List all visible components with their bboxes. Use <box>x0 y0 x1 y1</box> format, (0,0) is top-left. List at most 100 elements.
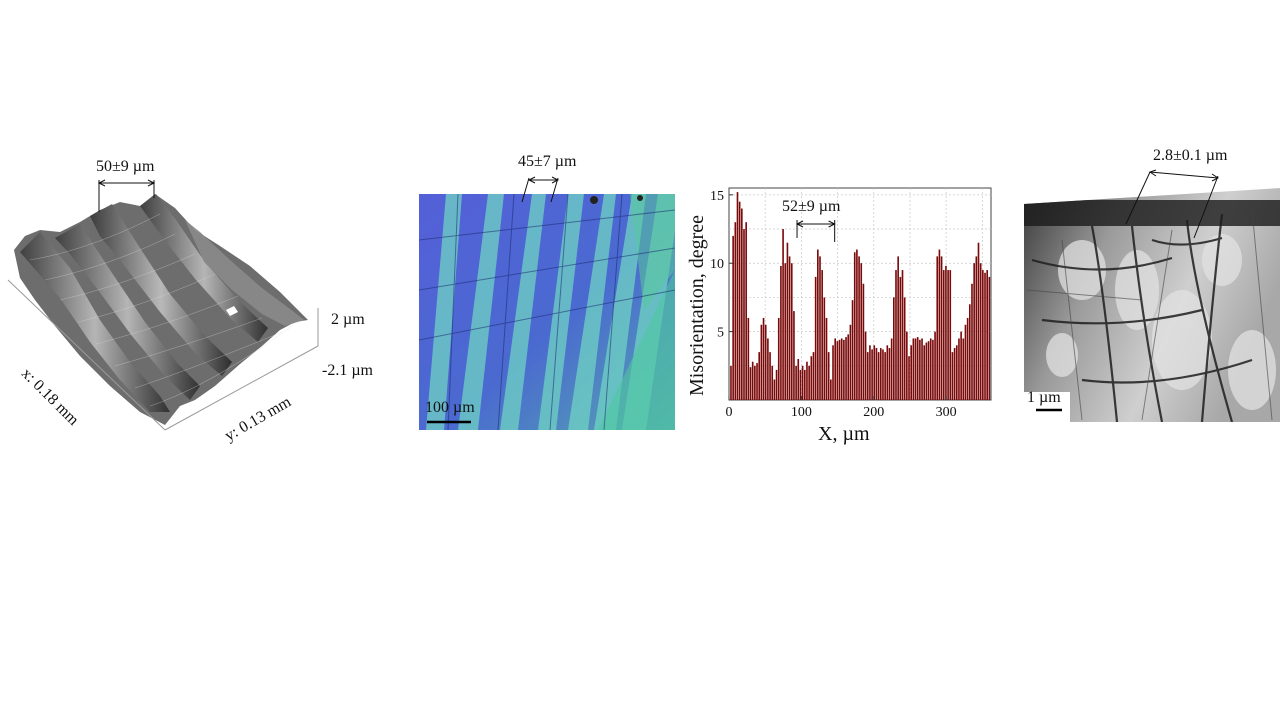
y-tick-label: 5 <box>717 326 724 341</box>
chart-bar <box>986 270 988 400</box>
chart-bar <box>771 365 774 400</box>
tem-scale-label: 1 µm <box>1027 389 1061 406</box>
x-tick-label: 100 <box>791 405 812 420</box>
chart-bar <box>769 352 771 400</box>
chart-bar <box>925 342 928 400</box>
chart-bar <box>806 361 808 400</box>
chart-bar <box>923 345 926 400</box>
y-tick-label: 15 <box>710 189 724 204</box>
chart-bar <box>877 352 880 400</box>
chart-bar <box>797 358 800 400</box>
chart-bar <box>975 256 978 400</box>
chart-bar <box>936 256 939 400</box>
chart-bar <box>910 345 912 400</box>
chart-bar <box>899 276 902 400</box>
chart-bar <box>929 338 932 400</box>
chart-bar <box>840 338 843 400</box>
tem-panel: 2.8±0.1 µm <box>1022 140 1280 430</box>
chart-bar <box>869 345 871 400</box>
chart-bar <box>901 270 904 400</box>
misorientation-chart-svg: 0 100 200 300 5 10 15 <box>710 187 992 420</box>
chart-bar <box>758 352 761 400</box>
chart-bar <box>964 324 967 400</box>
chart-bar <box>827 352 830 400</box>
chart-bar <box>775 369 778 400</box>
chart-bar <box>968 304 971 400</box>
chart-bar <box>908 356 910 400</box>
chart-bar <box>895 270 897 400</box>
chart-bar <box>819 256 821 400</box>
chart-bar <box>971 283 973 400</box>
chart-bar <box>838 339 841 400</box>
chart-bar <box>823 297 826 400</box>
chart-bar <box>973 263 975 400</box>
chart-bar <box>945 265 947 400</box>
tem-period-label: 2.8±0.1 µm <box>1153 147 1228 164</box>
chart-bar <box>836 341 839 400</box>
chart-bar <box>932 339 934 400</box>
tem-scale-box <box>1024 392 1070 422</box>
chart-bar <box>730 365 732 400</box>
chart-bar <box>784 263 787 400</box>
y-tick-label: 10 <box>710 257 724 272</box>
chart-bar <box>927 341 930 400</box>
chart-bar <box>812 352 815 400</box>
chart-bar <box>773 379 776 400</box>
chart-bar <box>873 345 876 400</box>
afm-surface-image <box>7 179 319 431</box>
chart-bar <box>866 352 869 400</box>
x-tick-label: 200 <box>863 405 884 420</box>
chart-bar <box>864 331 867 400</box>
chart-bar <box>732 235 734 400</box>
chart-bar <box>803 369 806 400</box>
chart-bar <box>851 300 854 400</box>
chart-bar <box>966 317 969 400</box>
chart-bar <box>906 331 908 400</box>
micrograph-period-label: 45±7 µm <box>518 153 577 170</box>
chart-bar <box>871 349 873 400</box>
chart-bar <box>799 369 802 400</box>
chart-bar <box>801 365 804 400</box>
chart-bar <box>849 324 852 400</box>
chart-bar <box>875 348 878 400</box>
chart-bar <box>951 352 954 400</box>
chart-bar <box>751 361 754 400</box>
chart-bar <box>832 345 834 400</box>
chart-bar <box>888 348 891 400</box>
chart-bar <box>745 222 747 400</box>
chart-bar <box>734 222 737 400</box>
chart-bar <box>795 365 797 400</box>
chart-bar <box>760 324 763 400</box>
x-tick-label: 300 <box>936 405 957 420</box>
chart-x-axis-title: X, µm <box>818 423 870 445</box>
chart-bar <box>893 297 895 400</box>
micrograph-image <box>419 176 675 430</box>
chart-bar <box>845 337 847 400</box>
chart-bar <box>738 201 741 400</box>
afm-period-arrow <box>97 179 156 212</box>
chart-bar <box>938 249 941 400</box>
chart-bar <box>940 256 943 400</box>
chart-bar <box>960 331 962 400</box>
chart-bar <box>817 249 819 400</box>
chart-bar <box>860 263 863 400</box>
chart-bar <box>979 263 982 400</box>
chart-bar <box>847 334 850 400</box>
afm-z-min-label: -2.1 µm <box>322 362 373 379</box>
chart-bar <box>749 367 752 400</box>
chart-annotation-label: 52±9 µm <box>782 198 841 215</box>
chart-bar <box>934 331 936 400</box>
chart-bar <box>814 276 817 400</box>
chart-bar <box>825 317 828 400</box>
annotation-arrowhead-left <box>795 220 804 228</box>
chart-bar <box>767 338 769 400</box>
chart-bar <box>897 256 899 400</box>
chart-bar <box>914 338 917 400</box>
chart-bar <box>942 270 945 400</box>
misorientation-chart: 0 100 200 300 5 10 15 52±9 µm X, µm Misorienta… <box>682 178 1000 450</box>
tem-image <box>1024 169 1280 422</box>
chart-bar <box>955 345 958 400</box>
chart-bar <box>843 339 845 400</box>
chart-bar <box>947 270 949 400</box>
chart-bar <box>747 317 750 400</box>
